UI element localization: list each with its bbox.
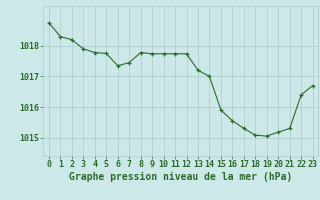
X-axis label: Graphe pression niveau de la mer (hPa): Graphe pression niveau de la mer (hPa) [69,172,292,182]
